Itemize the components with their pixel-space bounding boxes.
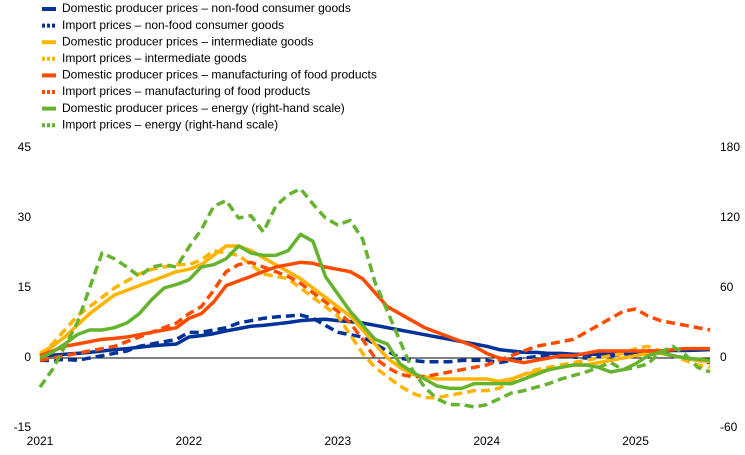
legend-label: Import prices – energy (right-hand scale… (62, 117, 278, 131)
x-tick-label: 2021 (27, 434, 54, 448)
legend-label: Domestic producer prices – intermediate … (62, 34, 313, 48)
y2-tick-label: 120 (720, 210, 740, 224)
y-tick-label: 30 (18, 210, 32, 224)
y-tick-label: 15 (18, 280, 32, 294)
y-tick-label: -15 (14, 420, 32, 434)
y-tick-label: 0 (24, 350, 31, 364)
x-tick-label: 2022 (176, 434, 203, 448)
y2-tick-label: 180 (720, 140, 740, 154)
series-line (39, 317, 711, 358)
x-tick-label: 2023 (324, 434, 351, 448)
x-tick-label: 2024 (473, 434, 500, 448)
legend-label: Domestic producer prices – non-food cons… (62, 1, 351, 15)
legend-label: Import prices – manufacturing of food pr… (62, 84, 310, 98)
series-line (38, 187, 711, 409)
legend-label: Domestic producer prices – energy (right… (62, 101, 345, 115)
y-tick-label: 45 (18, 140, 32, 154)
series-line (39, 244, 711, 384)
legend-label: Import prices – intermediate goods (62, 51, 247, 65)
y2-tick-label: -60 (720, 420, 738, 434)
x-tick-label: 2025 (622, 434, 649, 448)
y2-tick-label: 60 (720, 280, 734, 294)
legend-label: Import prices – non-food consumer goods (62, 18, 284, 32)
series-line (39, 260, 711, 379)
y2-tick-label: 0 (720, 350, 727, 364)
series-line (40, 313, 711, 365)
series-line (38, 248, 711, 400)
legend-label: Domestic producer prices – manufacturing… (62, 68, 377, 82)
